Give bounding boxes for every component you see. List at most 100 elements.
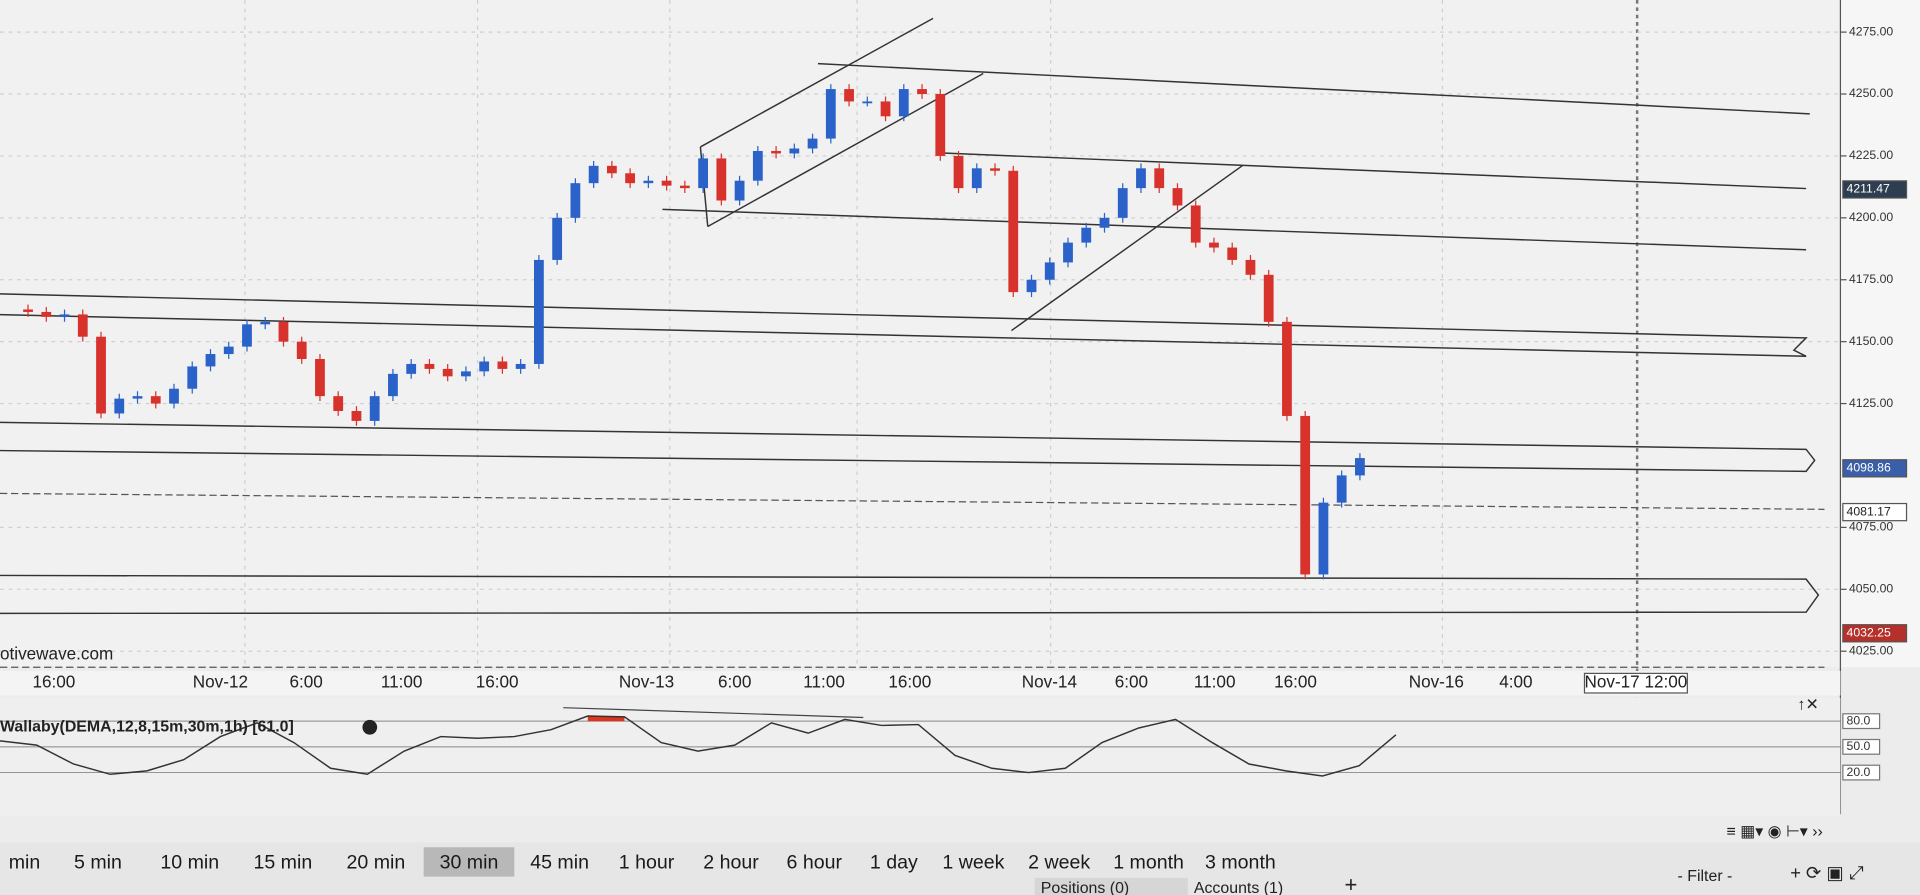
candle: [333, 396, 344, 412]
tab-accounts[interactable]: Accounts (1): [1194, 880, 1283, 895]
candle: [588, 165, 599, 184]
candle: [442, 368, 453, 377]
candle: [1008, 170, 1019, 293]
candle: [77, 314, 88, 337]
y-tick-label: 4050.00: [1849, 582, 1893, 596]
indicator: 20.0 50.0 80.0: [0, 713, 1881, 781]
price-marker-label: 4098.86: [1847, 461, 1891, 475]
x-tick-label: 6:00: [1115, 672, 1148, 692]
price-marker: [1842, 180, 1908, 199]
tick-box: [1842, 713, 1881, 730]
time-cursor-box: [1583, 672, 1688, 694]
candle: [479, 361, 490, 372]
candle: [1026, 279, 1037, 293]
x-tick-label: 16:00: [476, 672, 519, 692]
timeframe-button[interactable]: 1 hour: [619, 851, 675, 873]
tab-positions[interactable]: Positions (0): [1041, 880, 1129, 895]
candle: [205, 354, 216, 367]
timeframes: min 5 min 10 min 15 min 20 min 30 min 45 min 1 …: [9, 847, 1276, 877]
filter-icons[interactable]: + ⟳ ▣ ⤢: [1790, 862, 1864, 883]
timeframe-button[interactable]: 45 min: [530, 851, 589, 873]
candle: [643, 180, 654, 184]
x-tick-label: Nov-13: [619, 672, 674, 692]
x-tick-label: 6:00: [718, 672, 751, 692]
timeframe-button[interactable]: 30 min: [440, 851, 499, 873]
settings-icon[interactable]: [362, 719, 378, 735]
candle: [1227, 247, 1238, 260]
candle: [1209, 242, 1219, 248]
toolbar-icons[interactable]: ≡ ▦▾ ◉ ⊢▾ ››: [1727, 824, 1823, 841]
timeframe-button[interactable]: 10 min: [160, 851, 219, 873]
timeframe-button[interactable]: 20 min: [347, 851, 406, 873]
candle: [789, 148, 800, 154]
time-labels: 16:00 Nov-12 6:00 11:00 16:00 Nov-13 6:00 11:00…: [32, 672, 1688, 694]
tick-box: [1842, 738, 1881, 755]
indicator-title: Wallaby(DEMA,12,8,15m,30m,1h) [61.0]: [0, 718, 294, 735]
price-marker-label: 4032.25: [1847, 625, 1891, 639]
candle: [1190, 205, 1201, 243]
candle: [625, 173, 636, 184]
indicator-line: [0, 715, 1397, 777]
candle: [1282, 321, 1292, 416]
timeframe-button[interactable]: 1 month: [1113, 851, 1184, 873]
timeframe-button[interactable]: 2 week: [1028, 851, 1090, 873]
y-tick-label: 80.0: [1847, 713, 1871, 727]
timeframe-button[interactable]: 2 hour: [703, 851, 759, 873]
price-marker: [1842, 502, 1908, 522]
candle: [1044, 262, 1055, 280]
candle: [1136, 168, 1146, 189]
price-marker: [1842, 459, 1908, 478]
candle: [807, 138, 818, 149]
candle: [552, 217, 563, 260]
candle: [150, 396, 161, 404]
candle: [661, 180, 672, 186]
x-tick-label: Nov-17 12:00: [1585, 672, 1688, 692]
y-tick-label: 50.0: [1847, 739, 1871, 753]
candle: [971, 168, 982, 189]
timeframe-button[interactable]: 1 day: [870, 851, 918, 873]
candle: [1300, 415, 1311, 575]
add-tab[interactable]: +: [1344, 872, 1357, 895]
candles: [23, 84, 1365, 580]
timeframe-button[interactable]: 15 min: [253, 851, 312, 873]
pane-controls[interactable]: ↑✕: [1798, 696, 1819, 713]
candle: [278, 321, 289, 342]
candle: [242, 324, 252, 347]
tab[interactable]: [1034, 877, 1188, 895]
timeframe-button[interactable]: 5 min: [74, 851, 122, 873]
filter[interactable]: - Filter -: [1678, 868, 1733, 885]
candle: [260, 321, 271, 325]
candle: [771, 150, 781, 154]
candle: [132, 396, 143, 399]
zone: [0, 574, 1820, 615]
candle: [497, 361, 508, 369]
candle: [953, 155, 964, 189]
timeframe-button[interactable]: 3 month: [1205, 851, 1276, 873]
candle: [315, 358, 325, 397]
price-markers: 4211.47 4098.86 4081.17 4032.25: [1842, 180, 1908, 643]
y-tick-label: 4250.00: [1849, 86, 1893, 100]
timeframe-button[interactable]: min: [9, 851, 41, 873]
candle: [935, 94, 946, 156]
candle: [369, 396, 380, 421]
candle: [534, 259, 544, 364]
candle: [169, 388, 179, 404]
trend-line: [942, 152, 1807, 190]
candle: [698, 158, 708, 189]
y-tick-label: 4225.00: [1849, 148, 1893, 162]
price-axis: [1840, 0, 1920, 668]
timeframe-button[interactable]: 6 hour: [787, 851, 843, 873]
selected-timeframe: [423, 847, 515, 877]
candle: [606, 165, 617, 174]
y-tick-label: 4275.00: [1849, 24, 1893, 38]
tick-box: [1842, 764, 1881, 781]
x-tick-label: 16:00: [32, 672, 75, 692]
y-tick-label: 4200.00: [1849, 210, 1893, 224]
candle: [898, 89, 909, 117]
watermark: otivewave.com: [0, 644, 113, 664]
trend-line: [662, 208, 1807, 251]
candle: [917, 89, 927, 95]
candle: [825, 89, 836, 139]
timeframe-button[interactable]: 1 week: [942, 851, 1004, 873]
